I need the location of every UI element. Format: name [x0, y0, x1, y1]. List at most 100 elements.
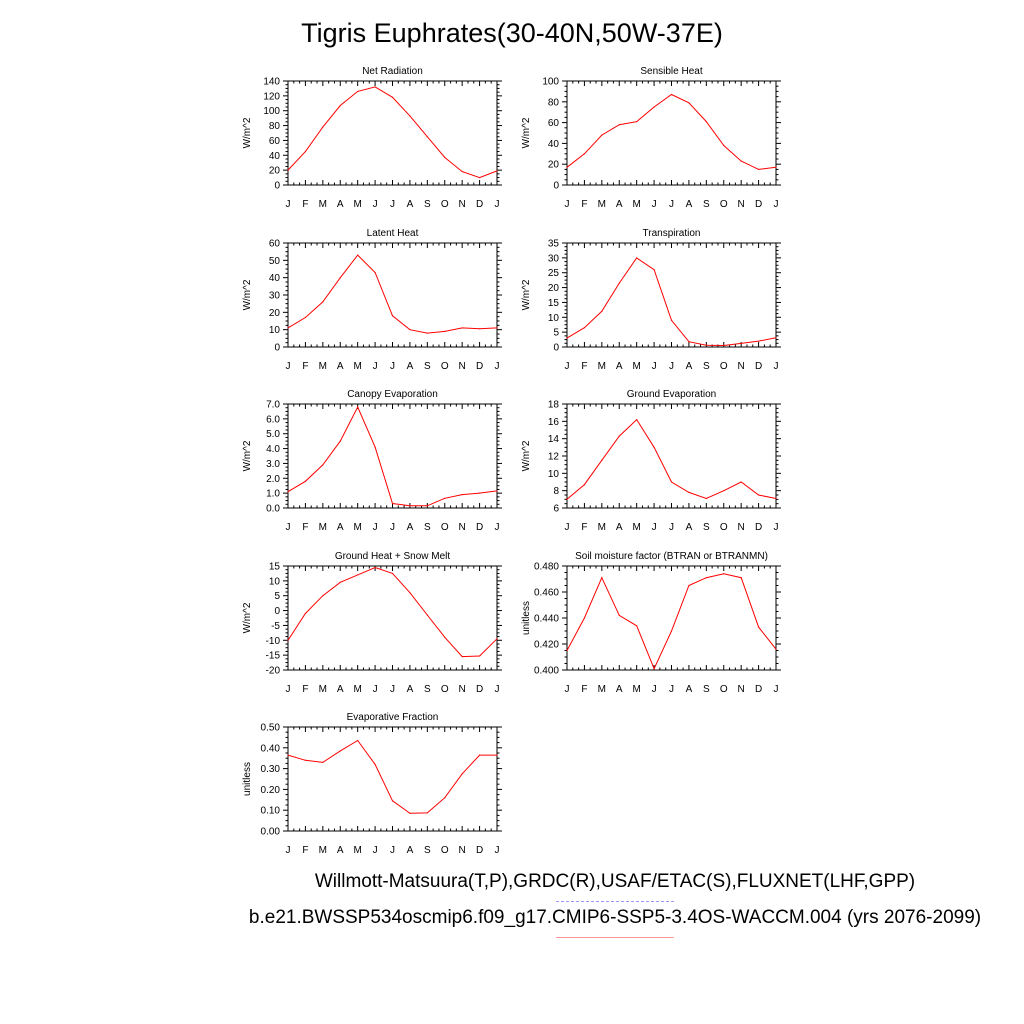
- x-tick-label: A: [337, 522, 344, 533]
- data-point: [496, 490, 498, 492]
- x-tick-label: J: [286, 684, 291, 695]
- data-point: [670, 481, 673, 483]
- x-tick-label: O: [720, 199, 728, 210]
- x-tick-label: J: [669, 199, 674, 210]
- y-axis-label: W/m^2: [242, 602, 253, 633]
- x-tick-label: J: [390, 684, 395, 695]
- data-point: [636, 257, 638, 259]
- y-tick-label: 15: [548, 298, 560, 309]
- x-tick-label: M: [632, 522, 640, 533]
- y-tick-label: 120: [263, 91, 280, 102]
- y-tick-label: 0.400: [534, 666, 559, 677]
- data-point: [426, 136, 428, 138]
- data-point: [653, 269, 655, 271]
- x-tick-label: N: [459, 199, 466, 210]
- data-point: [566, 498, 568, 500]
- x-tick-label: J: [286, 199, 291, 210]
- y-tick-label: 5.0: [266, 429, 280, 440]
- data-point: [444, 797, 446, 799]
- chart-title: Evaporative Fraction: [347, 712, 439, 723]
- data-point: [357, 739, 359, 742]
- data-point: [287, 754, 289, 756]
- y-tick-label: 10: [548, 313, 560, 324]
- y-tick-label: 18: [548, 400, 560, 411]
- x-tick-label: J: [565, 199, 570, 210]
- data-point: [287, 639, 289, 641]
- data-point: [775, 648, 777, 650]
- x-tick-label: D: [755, 522, 762, 533]
- y-tick-label: 16: [548, 417, 560, 428]
- x-tick-label: S: [424, 845, 431, 856]
- x-tick-label: D: [476, 845, 483, 856]
- data-point: [357, 574, 359, 576]
- x-tick-label: F: [581, 522, 587, 533]
- data-point: [357, 406, 359, 408]
- x-tick-label: A: [337, 199, 344, 210]
- x-tick-label: J: [669, 361, 674, 372]
- y-tick-label: -20: [266, 666, 281, 677]
- x-tick-label: N: [459, 684, 466, 695]
- x-tick-label: N: [738, 522, 745, 533]
- x-tick-label: J: [669, 684, 674, 695]
- data-point: [287, 327, 289, 329]
- x-tick-label: D: [476, 361, 483, 372]
- data-point: [670, 93, 673, 96]
- y-tick-label: -5: [271, 621, 280, 632]
- x-tick-label: M: [598, 522, 606, 533]
- y-axis-label: W/m^2: [242, 440, 253, 471]
- x-tick-label: J: [286, 845, 291, 856]
- x-tick-label: S: [424, 199, 431, 210]
- x-tick-label: J: [390, 199, 395, 210]
- series-line: [287, 566, 498, 658]
- x-tick-label: J: [565, 522, 570, 533]
- data-point: [705, 120, 707, 123]
- y-tick-label: 0.10: [261, 806, 281, 817]
- y-tick-label: 0.30: [261, 764, 281, 775]
- data-point: [287, 169, 289, 171]
- x-tick-label: D: [476, 684, 483, 695]
- data-point: [322, 595, 324, 597]
- data-point: [304, 612, 307, 615]
- case-underline: [556, 937, 674, 938]
- data-point: [775, 166, 777, 168]
- y-tick-label: 80: [269, 121, 281, 132]
- plot-frame: [287, 403, 498, 509]
- data-point: [374, 446, 376, 448]
- x-tick-label: M: [353, 199, 361, 210]
- y-tick-label: 40: [548, 139, 560, 150]
- x-tick-label: J: [373, 522, 378, 533]
- x-tick-label: S: [424, 684, 431, 695]
- data-point: [740, 577, 742, 579]
- x-tick-label: O: [441, 845, 449, 856]
- data-point: [374, 271, 376, 274]
- data-point: [688, 584, 690, 587]
- data-point: [339, 750, 341, 752]
- x-tick-label: M: [353, 361, 361, 372]
- plot-frame: [287, 726, 498, 832]
- plot-frame: [287, 242, 498, 348]
- x-tick-label: O: [441, 199, 449, 210]
- data-point: [653, 668, 655, 670]
- data-point: [374, 86, 376, 88]
- x-tick-label: D: [476, 522, 483, 533]
- chart-evaporative-fraction: J F M A M J J A S O N D J0.000.100.200.300.400.50Eva…: [242, 712, 502, 856]
- y-tick-label: 0: [274, 181, 280, 192]
- y-tick-label: 0.440: [534, 614, 559, 625]
- data-point: [757, 340, 760, 342]
- data-point: [461, 171, 463, 173]
- y-tick-label: 10: [548, 469, 560, 480]
- x-tick-label: F: [302, 845, 308, 856]
- x-tick-label: M: [632, 361, 640, 372]
- data-point: [583, 327, 586, 329]
- data-point: [775, 337, 777, 339]
- y-tick-label: 140: [263, 77, 280, 88]
- x-tick-label: S: [703, 684, 710, 695]
- data-point: [478, 754, 481, 756]
- y-tick-label: 0.50: [261, 723, 281, 734]
- series-line: [287, 86, 498, 179]
- x-tick-label: M: [632, 684, 640, 695]
- data-point: [444, 497, 446, 499]
- data-point: [670, 319, 673, 321]
- y-tick-label: 30: [269, 291, 281, 302]
